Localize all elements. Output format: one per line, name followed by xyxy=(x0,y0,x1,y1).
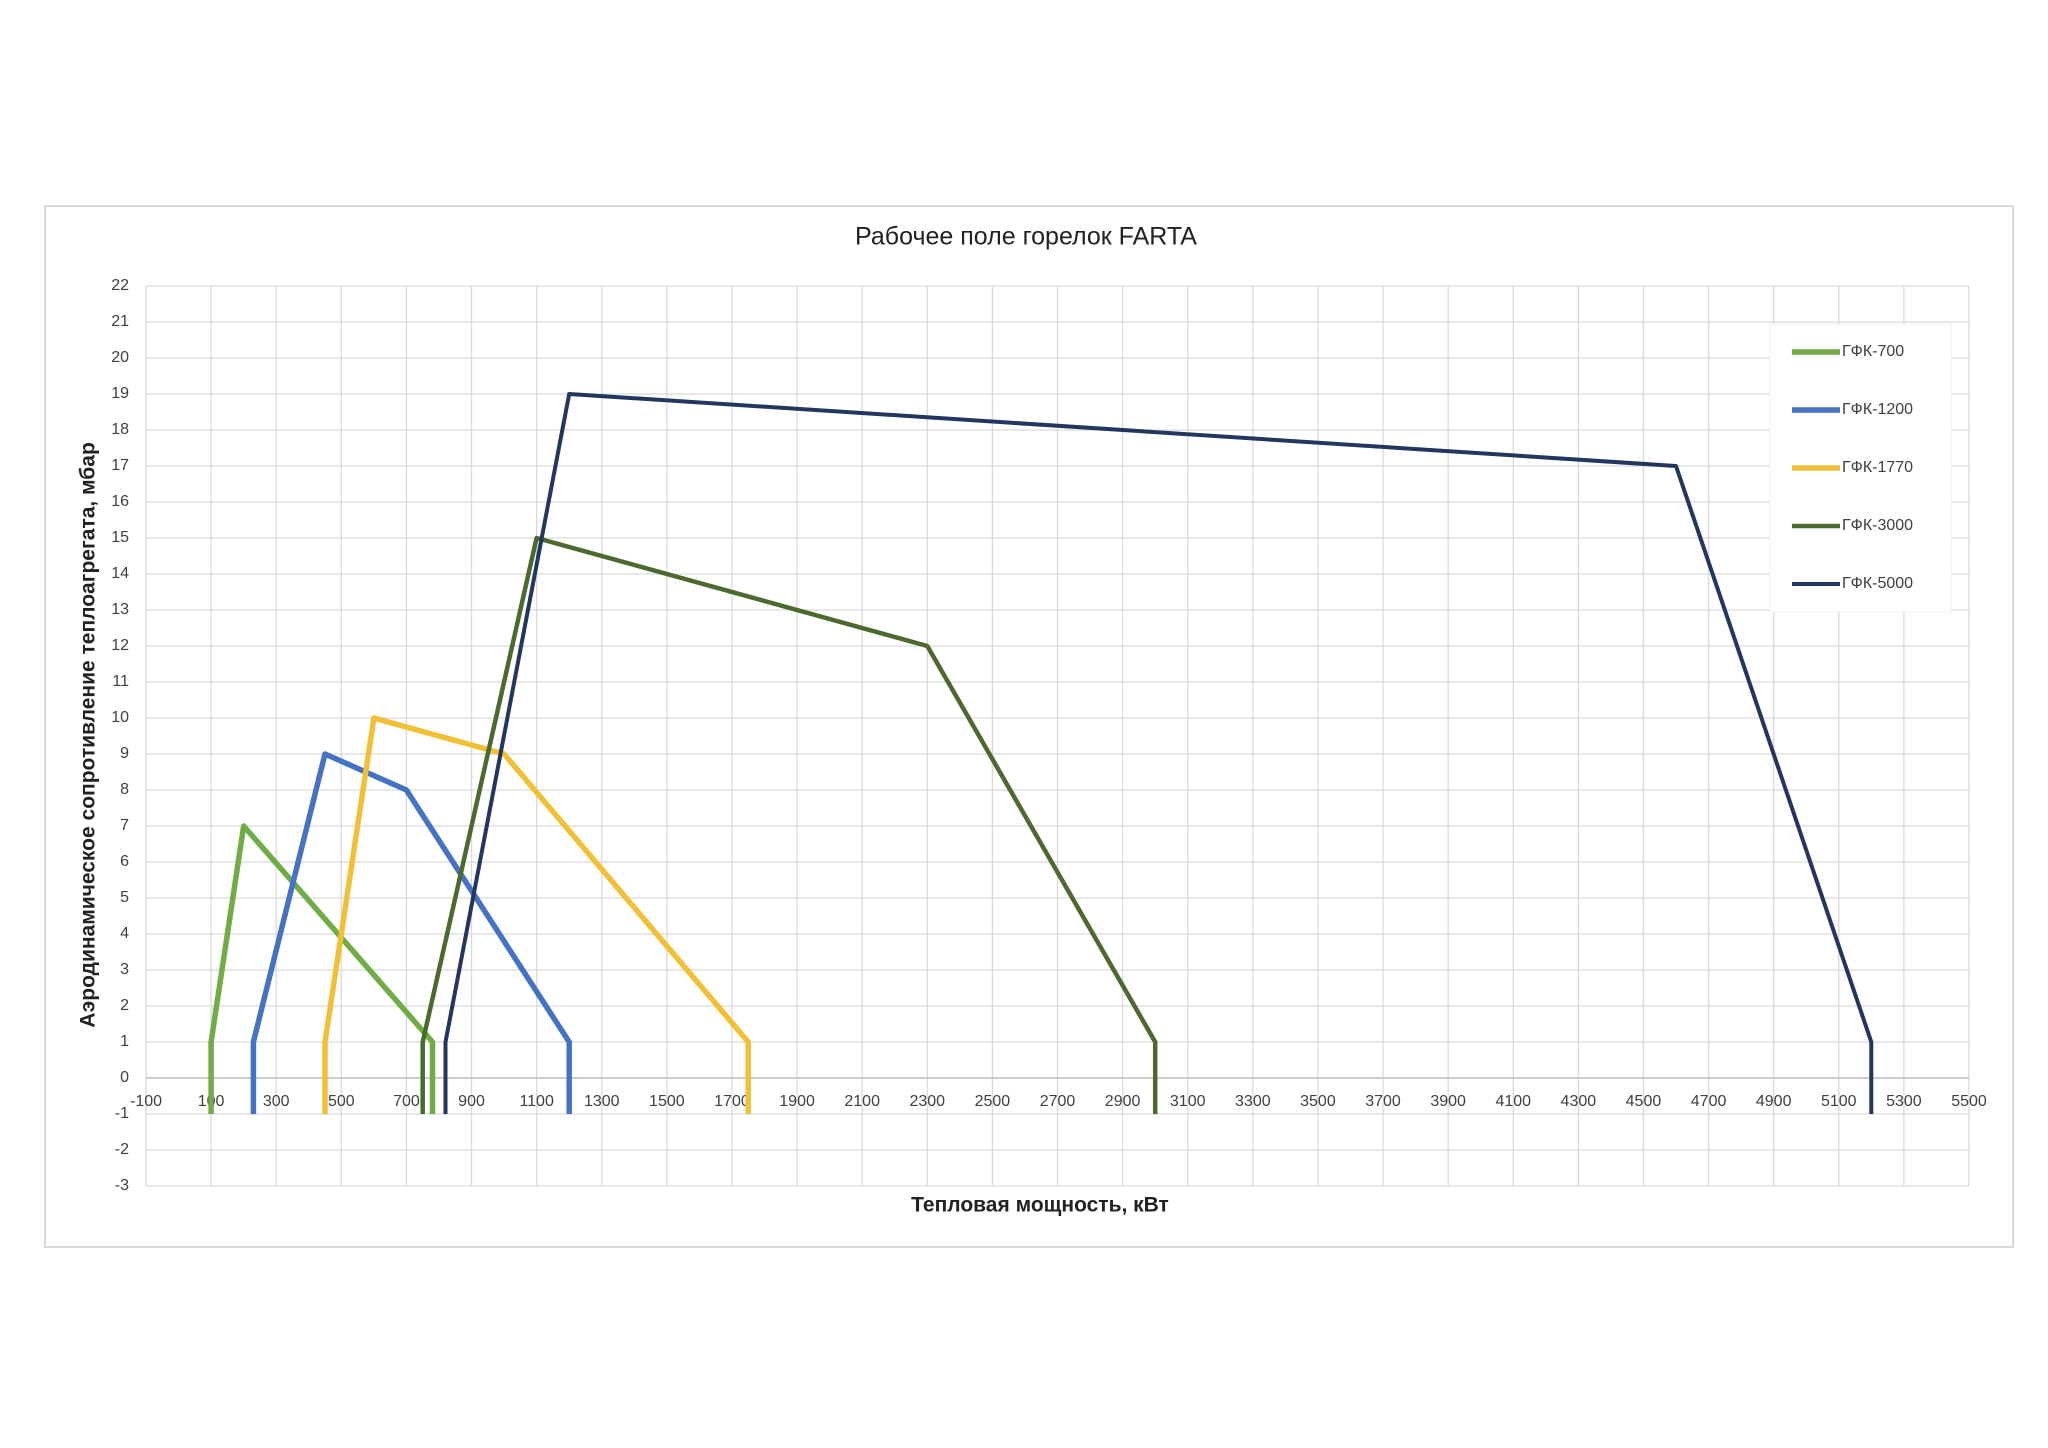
x-tick-label: 4500 xyxy=(1626,1093,1662,1110)
x-tick-label: 700 xyxy=(393,1093,420,1110)
y-tick-label: 21 xyxy=(111,313,129,330)
y-tick-label: 20 xyxy=(111,349,129,366)
y-tick-label: 19 xyxy=(111,385,129,402)
y-tick-label: 8 xyxy=(120,781,129,798)
grid: -3-2-10123456789101112131415161718192021… xyxy=(111,277,1987,1194)
x-tick-label: 1500 xyxy=(649,1093,685,1110)
y-axis-label: Аэродинамическое сопротивление теплоагре… xyxy=(77,442,100,1028)
x-tick-label: 500 xyxy=(328,1093,355,1110)
x-tick-label: -100 xyxy=(130,1093,162,1110)
x-tick-label: 2500 xyxy=(975,1093,1011,1110)
chart-frame xyxy=(44,205,2014,1248)
x-tick-label: 5500 xyxy=(1951,1093,1987,1110)
x-tick-label: 2900 xyxy=(1105,1093,1141,1110)
x-tick-label: 900 xyxy=(458,1093,485,1110)
series-line xyxy=(208,823,436,1114)
legend-label: ГФК-3000 xyxy=(1842,517,1913,534)
x-tick-label: 5100 xyxy=(1821,1093,1857,1110)
y-tick-label: 0 xyxy=(120,1069,129,1086)
y-tick-label: 14 xyxy=(111,565,129,582)
legend: ГФК-700 ГФК-1200 ГФК-1770 ГФК-3000 ГФК-5000 xyxy=(1792,343,1913,592)
y-tick-label: 1 xyxy=(120,1033,129,1050)
x-tick-label: 4900 xyxy=(1756,1093,1792,1110)
x-tick-label: 1700 xyxy=(714,1093,750,1110)
x-tick-label: 4300 xyxy=(1561,1093,1597,1110)
y-tick-label: -2 xyxy=(115,1141,129,1158)
series-line xyxy=(322,715,751,1114)
chart-title: Рабочее поле горелок FARTA xyxy=(855,223,1197,251)
legend-label: ГФК-1770 xyxy=(1842,459,1913,476)
y-tick-label: 18 xyxy=(111,421,129,438)
y-tick-label: 11 xyxy=(112,673,129,690)
x-tick-label: 3100 xyxy=(1170,1093,1206,1110)
x-tick-label: 4700 xyxy=(1691,1093,1727,1110)
plot-lines xyxy=(208,392,1874,1114)
y-tick-label: 16 xyxy=(111,493,129,510)
y-tick-label: 17 xyxy=(111,457,129,474)
y-tick-label: 5 xyxy=(120,889,129,906)
y-tick-label: 2 xyxy=(120,997,129,1014)
y-tick-label: 12 xyxy=(111,637,129,654)
x-tick-label: 1300 xyxy=(584,1093,620,1110)
y-tick-label: -3 xyxy=(115,1177,129,1194)
y-tick-label: 10 xyxy=(111,709,129,726)
y-tick-label: 4 xyxy=(120,925,129,942)
x-tick-label: 5300 xyxy=(1886,1093,1922,1110)
x-tick-label: 300 xyxy=(263,1093,290,1110)
y-tick-label: 7 xyxy=(120,817,129,834)
x-axis-label: Тепловая мощность, кВт xyxy=(911,1194,1169,1217)
x-tick-label: 3300 xyxy=(1235,1093,1271,1110)
y-tick-label: 3 xyxy=(120,961,129,978)
x-tick-label: 2100 xyxy=(844,1093,880,1110)
y-tick-label: -1 xyxy=(115,1105,129,1122)
y-tick-label: 15 xyxy=(111,529,129,546)
y-tick-label: 22 xyxy=(111,277,129,294)
x-tick-label: 3900 xyxy=(1430,1093,1466,1110)
series-line xyxy=(420,535,1158,1114)
x-tick-label: 1900 xyxy=(779,1093,815,1110)
y-tick-label: 6 xyxy=(120,853,129,870)
y-tick-label: 9 xyxy=(120,745,129,762)
series-line xyxy=(443,392,1874,1114)
x-tick-label: 4100 xyxy=(1495,1093,1531,1110)
x-tick-label: 2700 xyxy=(1040,1093,1076,1110)
x-tick-label: 2300 xyxy=(909,1093,945,1110)
legend-label: ГФК-1200 xyxy=(1842,401,1913,418)
legend-label: ГФК-700 xyxy=(1842,343,1904,360)
y-tick-label: 13 xyxy=(111,601,129,618)
x-tick-label: 3700 xyxy=(1365,1093,1401,1110)
x-tick-label: 1100 xyxy=(519,1093,554,1110)
legend-label: ГФК-5000 xyxy=(1842,575,1913,592)
x-tick-label: 3500 xyxy=(1300,1093,1336,1110)
